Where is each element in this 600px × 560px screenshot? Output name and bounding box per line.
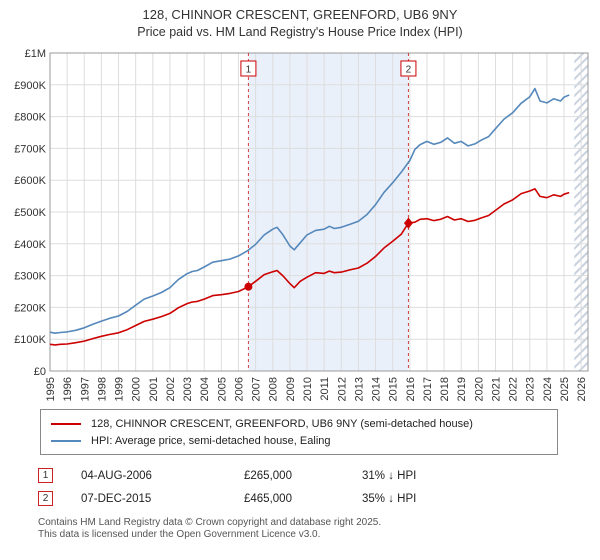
svg-text:1: 1 xyxy=(246,65,252,76)
svg-text:2002: 2002 xyxy=(165,377,177,401)
marker-1-badge: 1 xyxy=(38,468,53,483)
svg-text:£500K: £500K xyxy=(14,207,46,219)
house-price-report: 128, CHINNOR CRESCENT, GREENFORD, UB6 9N… xyxy=(0,7,600,541)
license-line-1: Contains HM Land Registry data © Crown c… xyxy=(38,517,382,528)
svg-text:2022: 2022 xyxy=(508,377,520,401)
svg-text:2011: 2011 xyxy=(319,377,331,401)
hpi-line-swatch xyxy=(51,439,81,442)
legend-item-hpi: HPI: Average price, semi-detached house,… xyxy=(51,432,547,449)
license-line-2: This data is licensed under the Open Gov… xyxy=(38,529,321,540)
svg-text:2004: 2004 xyxy=(199,377,211,401)
sale-1-price: £265,000 xyxy=(244,469,292,482)
svg-text:2024: 2024 xyxy=(542,377,554,401)
svg-text:1995: 1995 xyxy=(45,377,57,401)
svg-text:1999: 1999 xyxy=(114,377,126,401)
svg-text:2025: 2025 xyxy=(559,377,571,401)
svg-text:2009: 2009 xyxy=(285,377,297,401)
svg-text:£1M: £1M xyxy=(25,48,46,60)
svg-text:£100K: £100K xyxy=(14,334,46,346)
svg-text:1996: 1996 xyxy=(62,377,74,401)
svg-text:2026: 2026 xyxy=(576,377,588,401)
svg-text:2001: 2001 xyxy=(148,377,160,401)
svg-text:2014: 2014 xyxy=(371,377,383,401)
sale-2-price: £465,000 xyxy=(244,492,292,505)
sale-1-hpi-delta: 31% ↓ HPI xyxy=(362,469,417,482)
svg-text:2006: 2006 xyxy=(233,377,245,401)
svg-text:1998: 1998 xyxy=(96,377,108,401)
svg-text:2003: 2003 xyxy=(182,377,194,401)
svg-text:2: 2 xyxy=(406,65,412,76)
sale-2-date: 07-DEC-2015 xyxy=(81,492,152,505)
svg-text:£400K: £400K xyxy=(14,239,46,251)
svg-text:2019: 2019 xyxy=(456,377,468,401)
svg-text:2008: 2008 xyxy=(268,377,280,401)
chart-legend: 128, CHINNOR CRESCENT, GREENFORD, UB6 9N… xyxy=(40,409,558,455)
svg-text:£200K: £200K xyxy=(14,302,46,314)
svg-text:2017: 2017 xyxy=(422,377,434,401)
legend-label-hpi: HPI: Average price, semi-detached house,… xyxy=(91,434,331,447)
svg-text:2016: 2016 xyxy=(405,377,417,401)
marker-2-badge: 2 xyxy=(38,491,53,506)
svg-text:2010: 2010 xyxy=(302,377,314,401)
svg-text:2015: 2015 xyxy=(388,377,400,401)
price-history-chart[interactable]: £0 £100K £200K £300K £400K £500K £600K £700K £80… xyxy=(0,41,600,409)
svg-text:2012: 2012 xyxy=(336,377,348,401)
sale-record-1: 1 04-AUG-2006 £265,000 31% ↓ HPI xyxy=(38,464,600,487)
svg-text:2007: 2007 xyxy=(251,377,263,401)
svg-text:2021: 2021 xyxy=(490,377,502,401)
sale-2-hpi-delta: 35% ↓ HPI xyxy=(362,492,417,505)
legend-item-property: 128, CHINNOR CRESCENT, GREENFORD, UB6 9N… xyxy=(51,415,547,432)
svg-text:2018: 2018 xyxy=(439,377,451,401)
svg-text:2000: 2000 xyxy=(131,377,143,401)
svg-text:2013: 2013 xyxy=(353,377,365,401)
svg-text:1997: 1997 xyxy=(79,377,91,401)
page-subtitle: Price paid vs. HM Land Registry's House … xyxy=(137,25,463,39)
page-title: 128, CHINNOR CRESCENT, GREENFORD, UB6 9N… xyxy=(142,7,458,22)
sale-records: 1 04-AUG-2006 £265,000 31% ↓ HPI 2 07-DE… xyxy=(38,464,600,510)
svg-text:2005: 2005 xyxy=(216,377,228,401)
sale-1-date: 04-AUG-2006 xyxy=(81,469,152,482)
svg-text:£800K: £800K xyxy=(14,112,46,124)
license-note: Contains HM Land Registry data © Crown c… xyxy=(38,517,600,541)
legend-label-property: 128, CHINNOR CRESCENT, GREENFORD, UB6 9N… xyxy=(91,417,473,430)
svg-text:£300K: £300K xyxy=(14,271,46,283)
svg-text:£700K: £700K xyxy=(14,143,46,155)
svg-text:£900K: £900K xyxy=(14,80,46,92)
svg-text:2023: 2023 xyxy=(525,377,537,401)
svg-text:2020: 2020 xyxy=(473,377,485,401)
svg-text:£600K: £600K xyxy=(14,175,46,187)
sale-record-2: 2 07-DEC-2015 £465,000 35% ↓ HPI xyxy=(38,487,600,510)
property-line-swatch xyxy=(51,422,81,425)
svg-text:£0: £0 xyxy=(34,366,46,378)
